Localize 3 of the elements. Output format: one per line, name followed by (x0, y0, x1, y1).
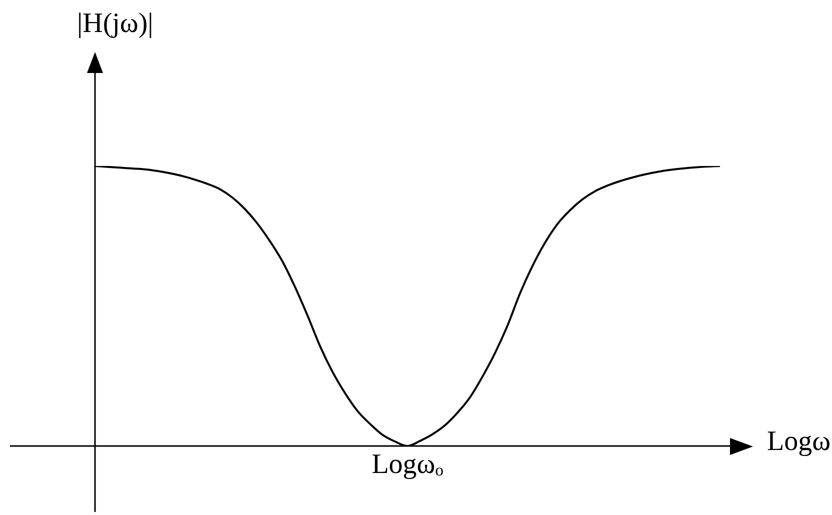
x-axis-title: Logω (767, 426, 831, 458)
annotation: Logωₒ (372, 449, 444, 480)
y-axis-title: |H(jω)| (77, 8, 154, 40)
